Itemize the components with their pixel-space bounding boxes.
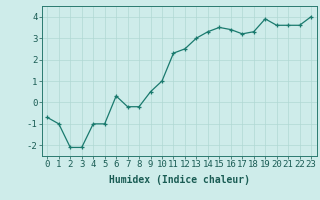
X-axis label: Humidex (Indice chaleur): Humidex (Indice chaleur): [109, 175, 250, 185]
